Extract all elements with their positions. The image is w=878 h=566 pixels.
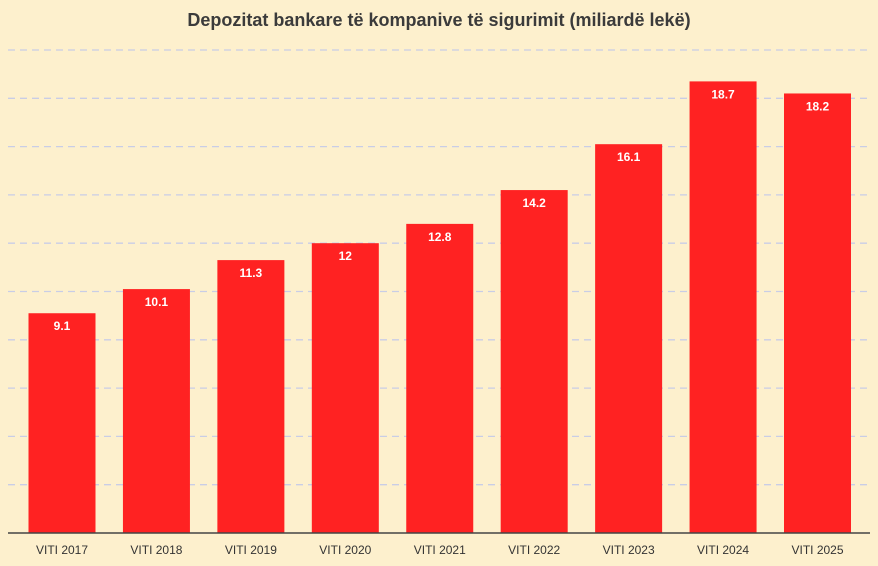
- chart-title: Depozitat bankare të kompanive të siguri…: [187, 10, 690, 30]
- bar-value-label: 14.2: [523, 196, 547, 210]
- bar: [122, 289, 190, 533]
- bar: [311, 243, 379, 533]
- x-axis-tick-labels: VITI 2017 VITI 2018 VITI 2019 VITI 2020 VITI…: [36, 543, 844, 557]
- bar: [406, 223, 474, 533]
- bar-value-label: 18.7: [711, 87, 735, 101]
- x-tick-label: VITI 2023: [603, 543, 655, 557]
- x-tick-label: VITI 2022: [508, 543, 560, 557]
- bar-value-label: 11.3: [240, 266, 263, 280]
- bar: [595, 144, 663, 533]
- x-tick-label: VITI 2018: [130, 543, 182, 557]
- x-tick-label: VITI 2017: [36, 543, 88, 557]
- bar-value-label: 10.1: [145, 295, 169, 309]
- bar: [689, 81, 757, 534]
- bar: [784, 93, 851, 533]
- bar-value-label: 12: [339, 249, 353, 263]
- x-tick-label: VITI 2020: [319, 543, 371, 557]
- bars: 9.1 10.1 11.3 12 12.8 14.2 16.1 18.7 18.2: [28, 81, 851, 534]
- x-tick-label: VITI 2025: [791, 543, 843, 557]
- bar: [500, 190, 568, 533]
- x-tick-label: VITI 2024: [697, 543, 749, 557]
- bar: [217, 260, 285, 533]
- bar-value-label: 18.2: [806, 99, 830, 113]
- x-tick-label: VITI 2021: [414, 543, 466, 557]
- bar: [28, 313, 96, 533]
- bar-value-label: 9.1: [54, 319, 71, 333]
- x-tick-label: VITI 2019: [225, 543, 277, 557]
- bar-value-label: 12.8: [428, 230, 452, 244]
- bar-value-label: 16.1: [617, 150, 641, 164]
